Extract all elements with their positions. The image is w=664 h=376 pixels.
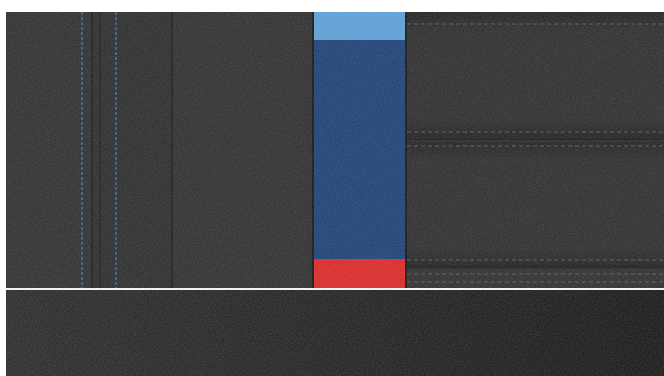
lower-leather-panel xyxy=(6,290,664,376)
divider-line xyxy=(6,288,664,290)
upper-leather-panel xyxy=(6,12,664,288)
